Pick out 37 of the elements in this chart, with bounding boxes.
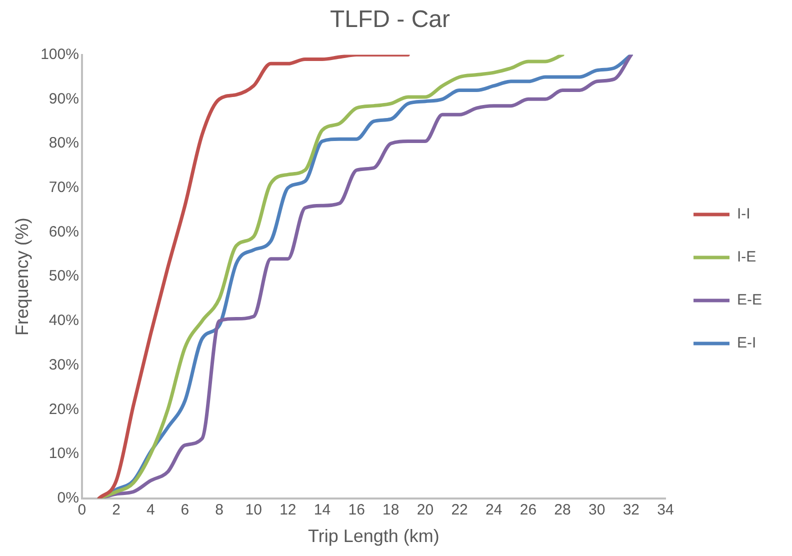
x-tick-label: 12 (280, 502, 296, 519)
x-tick-label: 6 (180, 502, 190, 519)
x-tick-label: 34 (657, 502, 674, 519)
x-tick-label: 8 (215, 502, 224, 519)
legend-label: I-E (736, 248, 756, 266)
y-tick-label: 10% (48, 445, 79, 462)
x-tick-label: 32 (622, 502, 640, 519)
x-tick-label: 2 (112, 502, 120, 519)
x-tick-label: 24 (486, 502, 502, 519)
line-series (97, 54, 410, 498)
x-tick-label: 14 (314, 502, 331, 519)
legend-label: I-I (736, 206, 750, 223)
y-tick-label: 80% (48, 134, 79, 152)
y-tick-label: 20% (48, 400, 79, 418)
y-tick-label: 60% (48, 223, 79, 240)
x-tick-label: 26 (520, 502, 537, 519)
y-tick-label: 50% (48, 268, 79, 285)
y-tick-label: 90% (48, 90, 79, 108)
y-tick-label: 0% (57, 490, 79, 507)
y-tick-label: 70% (48, 179, 79, 196)
x-tick-label: 18 (382, 502, 400, 519)
x-tick-label: 28 (554, 502, 571, 519)
legend-label: E-I (736, 334, 756, 352)
chart-title: TLFD - Car (330, 6, 450, 34)
y-axis-title: Frequency (%) (12, 218, 32, 336)
x-tick-label: 4 (146, 502, 155, 519)
legend-label: E-E (736, 292, 762, 309)
x-tick-label: 16 (348, 502, 365, 519)
x-tick-label: 22 (451, 502, 468, 519)
y-tick-label: 30% (48, 356, 79, 374)
x-axis-title: Trip Length (km) (308, 526, 440, 546)
x-tick-label: 20 (416, 502, 434, 519)
x-tick-label: 10 (245, 502, 262, 519)
x-tick-label: 30 (588, 502, 606, 519)
x-tick-label: 0 (78, 502, 86, 519)
y-tick-label: 100% (40, 46, 79, 63)
y-tick-label: 40% (48, 312, 79, 330)
